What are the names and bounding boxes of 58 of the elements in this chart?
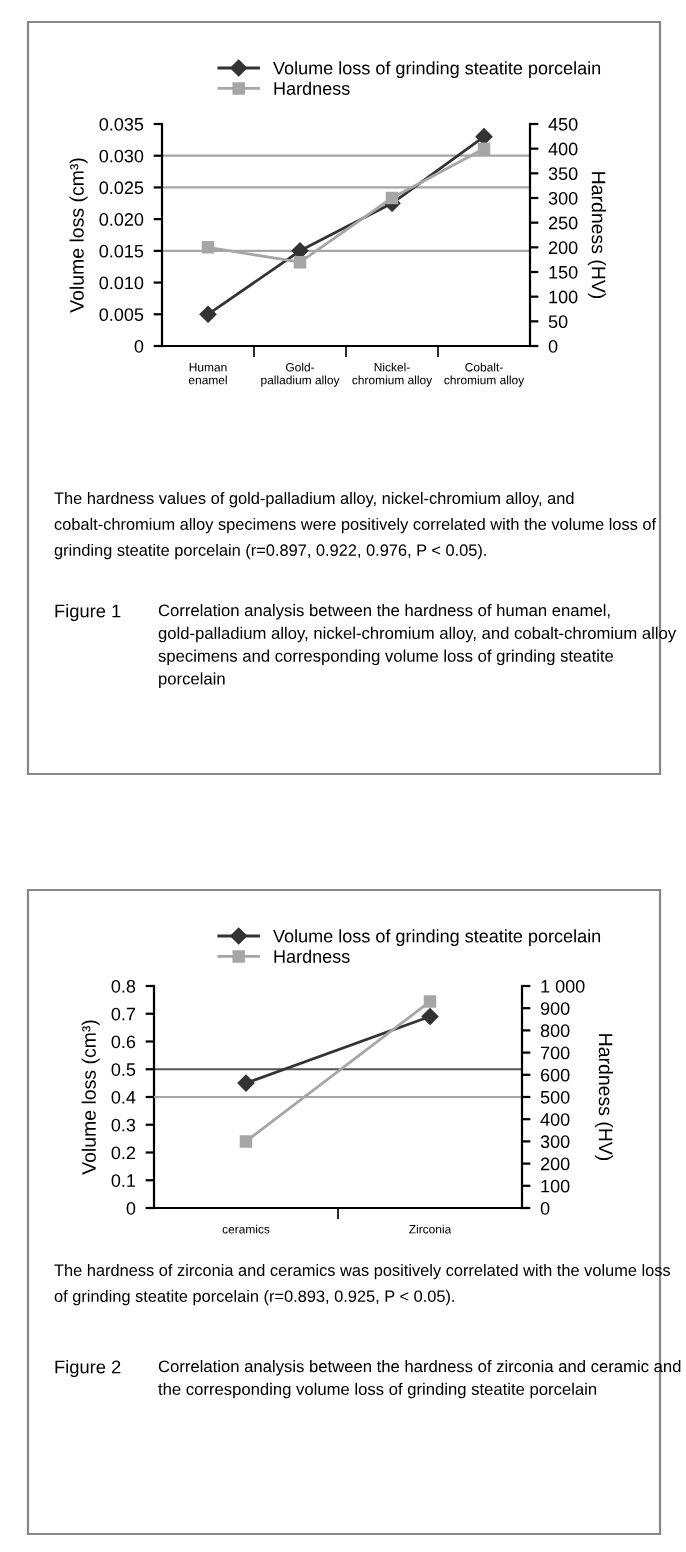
y2-tick-label: 400: [540, 1113, 570, 1126]
y-tick-label: 0.2: [111, 1146, 136, 1160]
y2-tick-label: 0: [548, 339, 558, 353]
y2-tick-label: 1 000: [541, 979, 585, 993]
y2-tick-label: 150: [549, 265, 578, 279]
y-axis-title: Volume loss (cm³): [69, 158, 88, 313]
point: [201, 241, 215, 254]
y2-tick-label: 700: [540, 1046, 570, 1060]
y-tick-label: 0.035: [99, 117, 144, 131]
y2-tick-label: 900: [540, 1002, 570, 1015]
y2-tick-label: 300: [540, 1135, 570, 1149]
y-tick-label: 0.010: [99, 276, 144, 290]
y2-tick-label: 100: [549, 290, 578, 304]
legend-label: Volume loss of grinding steatite porcelain: [273, 929, 601, 947]
y2-tick-label: 100: [541, 1179, 570, 1193]
y-axis-title: Volume loss (cm³): [81, 1020, 100, 1175]
y-tick-label: 0.030: [99, 149, 144, 163]
text: Correlation analysis between the hardness of zirconia and ceramic and the corresponding volume loss of grinding steatite porcelain: [158, 1360, 681, 1399]
y2-axis-title: Hardness (HV): [594, 1034, 614, 1161]
point: [477, 142, 491, 155]
y-tick-label: 0.8: [111, 979, 136, 993]
y2-tick-label: 400: [548, 142, 578, 156]
y-tick-label: 0.4: [111, 1090, 136, 1104]
caption: Figure 1: [55, 604, 121, 622]
y-tick-label: 0.7: [111, 1007, 136, 1021]
legend-label: Hardness: [274, 949, 350, 963]
y2-tick-label: 500: [540, 1090, 570, 1104]
legend-label: Volume loss of grinding steatite porcelain: [273, 61, 601, 79]
y2-tick-label: 0: [540, 1201, 550, 1215]
y2-tick-label: 350: [548, 167, 578, 181]
y-tick-label: 0.3: [111, 1118, 136, 1132]
point: [385, 191, 399, 205]
point: [475, 128, 493, 145]
y-tick-label: 0.5: [111, 1063, 136, 1076]
y-tick-label: 0.1: [111, 1174, 136, 1187]
y2-tick-label: 250: [548, 216, 578, 230]
caption: Figure 2: [55, 1360, 121, 1378]
point: [293, 255, 307, 269]
y-tick-label: 0: [126, 1201, 136, 1215]
y2-axis-title: Hardness (HV): [587, 172, 606, 299]
y2-tick-label: 50: [548, 315, 568, 329]
y-tick-label: 0.6: [111, 1035, 136, 1049]
y-tick-label: 0.005: [99, 308, 144, 322]
y2-tick-label: 800: [540, 1024, 570, 1038]
text: Correlation analysis between the hardness of human enamel, gold-palladium alloy, nickel-chromium alloy, and cobalt-chromium alloy specimens and corresponding volume loss of grinding steatite porcelain: [158, 604, 677, 688]
text: The hardness values of gold-palladium alloy, nickel-chromium alloy, and cobalt-chromium alloy specimens were positively correlated with the volume loss of grinding steatite porcelain (r=0.897, 0.922, 0.976, P < 0.05).: [54, 492, 657, 560]
y-tick-label: 0: [134, 339, 144, 353]
y-tick-label: 0.025: [99, 181, 144, 195]
y2-tick-label: 450: [548, 117, 578, 131]
text: The hardness of zirconia and ceramics was positively correlated with the volume loss of grinding steatite porcelain (r=0.893, 0.925, P < 0.05).: [54, 1264, 671, 1306]
y-tick-label: 0.015: [99, 244, 144, 258]
y2-tick-label: 200: [548, 241, 578, 255]
y2-tick-label: 300: [548, 191, 578, 205]
y2-tick-label: 200: [540, 1157, 570, 1171]
legend-label: Hardness: [274, 81, 350, 95]
y2-tick-label: 600: [540, 1068, 570, 1082]
y-tick-label: 0.020: [99, 213, 144, 226]
point: [199, 306, 217, 323]
